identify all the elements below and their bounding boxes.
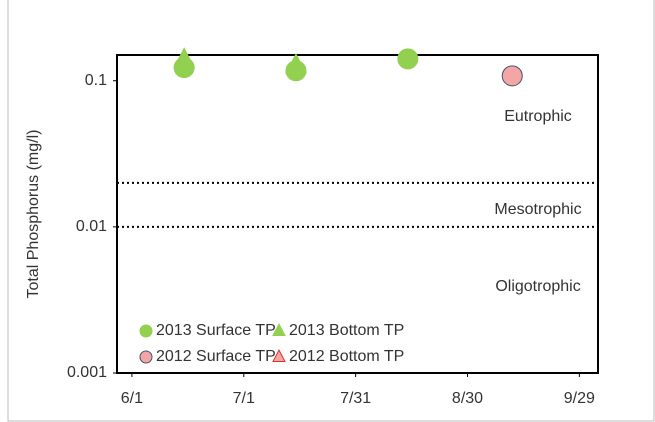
x-tick-label: 6/1 bbox=[121, 390, 143, 407]
zone-label: Oligotrophic bbox=[495, 278, 580, 295]
legend-swatch bbox=[139, 324, 153, 338]
y-axis-label: Total Phosphorus (mg/l) bbox=[25, 130, 42, 299]
x-tick-label: 7/1 bbox=[233, 390, 255, 407]
legend-label: 2013 Bottom TP bbox=[289, 322, 404, 339]
legend-label: 2013 Surface TP bbox=[156, 322, 276, 339]
legend-label: 2012 Surface TP bbox=[156, 348, 276, 365]
y-tick-label: 0.001 bbox=[67, 364, 107, 381]
point bbox=[501, 65, 523, 87]
point bbox=[285, 52, 307, 74]
x-tick-label: 7/31 bbox=[340, 390, 371, 407]
legend-swatch bbox=[139, 350, 153, 364]
zone-label: Mesotrophic bbox=[494, 201, 581, 218]
y-tick-label: 0.1 bbox=[85, 72, 107, 89]
x-tick-label: 8/30 bbox=[452, 390, 483, 407]
plot-area bbox=[116, 54, 599, 374]
legend-label: 2012 Bottom TP bbox=[289, 348, 404, 365]
point bbox=[173, 47, 195, 68]
legend-swatch bbox=[272, 323, 286, 336]
chart-frame bbox=[7, 0, 655, 422]
y-tick-label: 0.01 bbox=[76, 218, 107, 235]
zone-label: Eutrophic bbox=[504, 108, 572, 125]
point bbox=[397, 48, 419, 70]
legend-swatch bbox=[272, 349, 286, 362]
x-tick-label: 9/29 bbox=[564, 390, 595, 407]
